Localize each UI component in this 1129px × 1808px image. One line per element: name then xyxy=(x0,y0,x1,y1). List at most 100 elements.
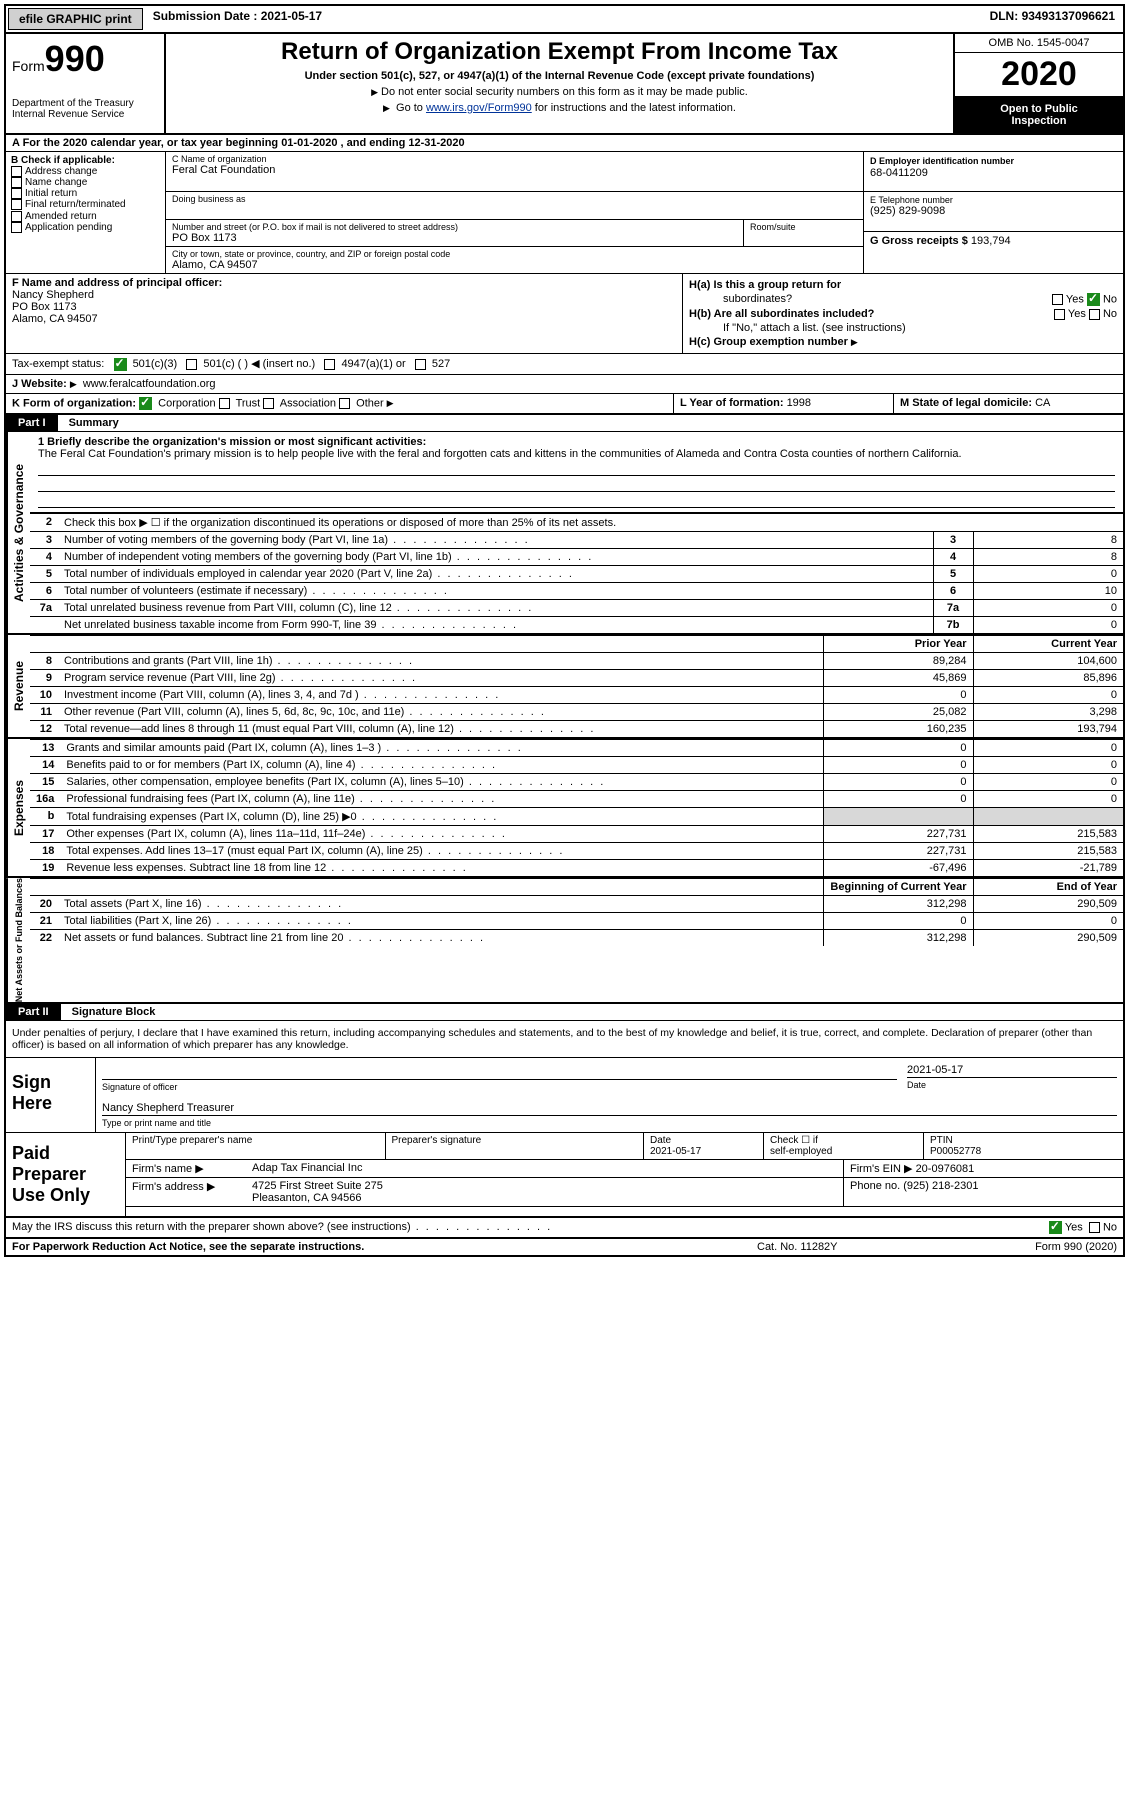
expenses-section: Expenses 13Grants and similar amounts pa… xyxy=(6,739,1123,878)
form-org-label: K Form of organization: xyxy=(12,397,136,409)
part-2-badge: Part II xyxy=(6,1004,61,1020)
open-public-2: Inspection xyxy=(1011,115,1066,127)
prior-value: -67,496 xyxy=(823,859,973,876)
current-value: 215,583 xyxy=(973,825,1123,842)
officer-name-label: Type or print name and title xyxy=(102,1118,1117,1128)
hc-label: H(c) Group exemption number xyxy=(689,336,848,348)
box-b-option[interactable]: Application pending xyxy=(11,222,160,233)
tax-year: 2020 xyxy=(955,53,1123,97)
box-b-label: B Check if applicable: xyxy=(11,155,115,166)
form-word: Form xyxy=(12,58,45,74)
firm-addr-label: Firm's address ▶ xyxy=(126,1178,246,1206)
form-title: Return of Organization Exempt From Incom… xyxy=(172,38,947,66)
row-j: J Website: www.feralcatfoundation.org xyxy=(6,375,1123,394)
paid-preparer-row: Paid Preparer Use Only Print/Type prepar… xyxy=(6,1132,1123,1217)
hb-no-checkbox[interactable] xyxy=(1089,309,1100,320)
boxes-b-c-d-e: B Check if applicable: Address changeNam… xyxy=(6,152,1123,274)
prior-value: 25,082 xyxy=(823,703,973,720)
box-f: F Name and address of principal officer:… xyxy=(6,274,683,353)
net-rows: 20Total assets (Part X, line 16)312,2982… xyxy=(30,895,1123,946)
firm-phone: (925) 218-2301 xyxy=(903,1180,978,1192)
trust-label: Trust xyxy=(236,397,261,409)
box-b-option[interactable]: Amended return xyxy=(11,211,160,222)
top-bar: efile GRAPHIC print Submission Date : 20… xyxy=(6,6,1123,34)
ptin-hdr: PTIN xyxy=(930,1135,953,1146)
prior-value: 0 xyxy=(823,790,973,807)
prep-name-hdr: Print/Type preparer's name xyxy=(126,1133,385,1160)
open-public-1: Open to Public xyxy=(1000,103,1078,115)
revenue-rows: 8Contributions and grants (Part VIII, li… xyxy=(30,652,1123,737)
line-value: 0 xyxy=(973,565,1123,582)
ha-sub: subordinates? xyxy=(689,293,1052,306)
city: Alamo, CA 94507 xyxy=(172,259,857,271)
irs-form990-link[interactable]: www.irs.gov/Form990 xyxy=(426,102,532,114)
part-1-header: Part I Summary xyxy=(6,415,1123,432)
dln-value: 93493137096621 xyxy=(1022,9,1115,23)
ha-no-checkbox[interactable] xyxy=(1087,293,1100,306)
form-number: 990 xyxy=(45,38,105,79)
prior-value: 89,284 xyxy=(823,652,973,669)
yes-label-2: Yes xyxy=(1068,308,1086,320)
current-value xyxy=(973,807,1123,825)
hb-yes-checkbox[interactable] xyxy=(1054,309,1065,320)
line-box: 3 xyxy=(933,531,973,548)
501c3-checkbox[interactable] xyxy=(114,358,127,371)
prior-value: 0 xyxy=(823,686,973,703)
goto-post: for instructions and the latest informat… xyxy=(532,102,736,114)
box-b-option[interactable]: Address change xyxy=(11,166,160,177)
firm-phone-label: Phone no. xyxy=(850,1180,903,1192)
prior-year-hdr: Prior Year xyxy=(823,635,973,652)
sig-declaration: Under penalties of perjury, I declare th… xyxy=(6,1021,1123,1057)
officer-signature-line[interactable] xyxy=(102,1062,897,1080)
prior-value: 0 xyxy=(823,773,973,790)
box-b-option[interactable]: Name change xyxy=(11,177,160,188)
ha-yes-checkbox[interactable] xyxy=(1052,294,1063,305)
submission-date: Submission Date : 2021-05-17 xyxy=(145,6,330,32)
current-value: -21,789 xyxy=(973,859,1123,876)
prior-value: 0 xyxy=(823,912,973,929)
year-formation-label: L Year of formation: xyxy=(680,397,787,409)
page-footer: For Paperwork Reduction Act Notice, see … xyxy=(6,1239,1123,1255)
efile-print-button[interactable]: efile GRAPHIC print xyxy=(8,8,143,30)
firm-ein: 20-0976081 xyxy=(916,1163,975,1175)
expenses-table: 13Grants and similar amounts paid (Part … xyxy=(30,739,1123,876)
yes-label-3: Yes xyxy=(1065,1221,1083,1233)
irs-no-checkbox[interactable] xyxy=(1089,1222,1100,1233)
ha-label: H(a) Is this a group return for xyxy=(689,279,841,291)
irs-yes-checkbox[interactable] xyxy=(1049,1221,1062,1234)
form-header: Form990 Department of the Treasury Inter… xyxy=(6,34,1123,135)
other-checkbox[interactable] xyxy=(339,398,350,409)
line-desc: Professional fundraising fees (Part IX, … xyxy=(60,790,823,807)
assoc-checkbox[interactable] xyxy=(263,398,274,409)
prior-value xyxy=(823,807,973,825)
prior-value: 160,235 xyxy=(823,720,973,737)
part-1-title: Summary xyxy=(61,415,127,431)
line-value: 10 xyxy=(973,582,1123,599)
part-2-title: Signature Block xyxy=(64,1004,164,1020)
org-name-label: C Name of organization xyxy=(172,154,857,164)
current-value: 0 xyxy=(973,739,1123,756)
box-b-option[interactable]: Initial return xyxy=(11,188,160,199)
corp-checkbox[interactable] xyxy=(139,397,152,410)
firm-name: Adap Tax Financial Inc xyxy=(246,1160,843,1177)
trust-checkbox[interactable] xyxy=(219,398,230,409)
prior-value: 312,298 xyxy=(823,895,973,912)
4947-checkbox[interactable] xyxy=(324,359,335,370)
line-desc: Total number of volunteers (estimate if … xyxy=(58,582,933,599)
goto-note: Go to www.irs.gov/Form990 for instructio… xyxy=(172,102,947,114)
4947-label: 4947(a)(1) or xyxy=(341,358,405,370)
yes-label: Yes xyxy=(1066,293,1084,305)
line-desc: Total liabilities (Part X, line 26) xyxy=(58,912,823,929)
revenue-table: Prior Year Current Year 8Contributions a… xyxy=(30,635,1123,737)
box-b-option[interactable]: Final return/terminated xyxy=(11,199,160,210)
527-label: 527 xyxy=(432,358,450,370)
current-value: 104,600 xyxy=(973,652,1123,669)
527-checkbox[interactable] xyxy=(415,359,426,370)
no-label-2: No xyxy=(1103,308,1117,320)
501c3-label: 501(c)(3) xyxy=(133,358,178,370)
current-value: 0 xyxy=(973,773,1123,790)
assoc-label: Association xyxy=(280,397,336,409)
line-desc: Other expenses (Part IX, column (A), lin… xyxy=(60,825,823,842)
501c-checkbox[interactable] xyxy=(186,359,197,370)
line-desc: Number of independent voting members of … xyxy=(58,548,933,565)
